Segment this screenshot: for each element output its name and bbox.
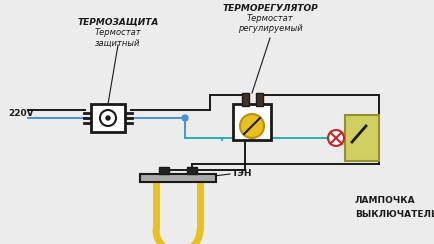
Circle shape xyxy=(106,116,110,120)
Bar xyxy=(241,93,249,106)
Bar xyxy=(140,174,216,182)
Bar xyxy=(159,167,169,174)
Bar xyxy=(91,104,125,132)
Circle shape xyxy=(328,130,344,146)
Bar xyxy=(256,93,263,106)
Bar xyxy=(233,104,271,140)
Text: ВЫКЛЮЧАТЕЛЬ: ВЫКЛЮЧАТЕЛЬ xyxy=(355,210,434,219)
Text: ТЭН: ТЭН xyxy=(232,170,253,179)
Circle shape xyxy=(240,114,264,138)
Bar xyxy=(187,167,197,174)
Text: ТЕРМОЗАЩИТА: ТЕРМОЗАЩИТА xyxy=(77,18,159,27)
Text: Термостат
регулируемый: Термостат регулируемый xyxy=(238,14,302,33)
Circle shape xyxy=(182,115,188,121)
Bar xyxy=(345,115,379,161)
Circle shape xyxy=(100,110,116,126)
Text: Термостат
защитный: Термостат защитный xyxy=(95,28,141,47)
Text: ЛАМПОЧКА: ЛАМПОЧКА xyxy=(355,196,416,205)
Text: 220V: 220V xyxy=(8,110,33,119)
Text: ТЕРМОРЕГУЛЯТОР: ТЕРМОРЕГУЛЯТОР xyxy=(222,4,318,13)
